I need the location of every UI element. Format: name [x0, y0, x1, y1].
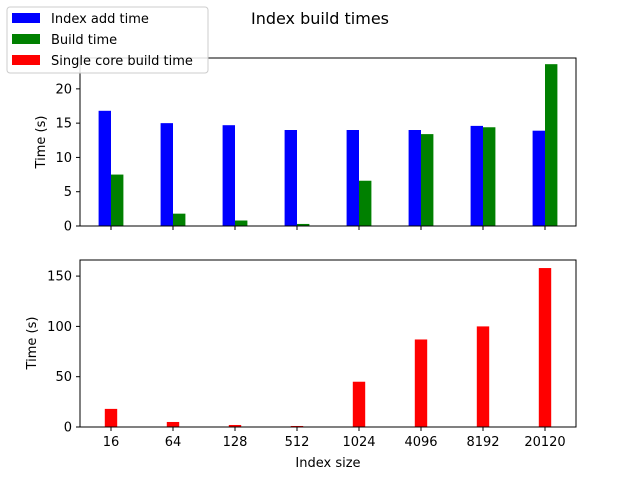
x-tick-label-8192: 8192: [466, 435, 499, 450]
top-chart-x-axis: [110, 226, 546, 230]
legend: Index add time Build time Single core bu…: [6, 6, 209, 74]
x-tick-label-16: 16: [103, 435, 120, 450]
bar-build-time-8192: [483, 127, 496, 226]
x-tick-label-512: 512: [285, 435, 310, 450]
legend-label-build-time: Build time: [51, 33, 117, 48]
x-tick-label-128: 128: [223, 435, 248, 450]
bar-index-add-time-512: [284, 130, 297, 226]
bar-index-add-time-64: [160, 123, 173, 226]
bar-single-core-build-time-64: [166, 421, 180, 427]
bar-build-time-4096: [421, 134, 434, 226]
legend-swatch-index-add-time: [12, 13, 40, 23]
legend-frame: [6, 6, 209, 74]
legend-swatch-single-core-build-time: [12, 55, 40, 65]
bar-index-add-time-4096: [408, 130, 421, 226]
bar-build-time-64: [173, 213, 186, 226]
legend-swatch-build-time: [12, 34, 40, 44]
bar-single-core-build-time-20120: [538, 268, 552, 427]
y-tick-label-10: 10: [55, 151, 72, 166]
bar-index-add-time-1024: [346, 130, 359, 226]
bottom-chart-x-axis: 16 64 128 512 1024 4096 8192 20120: [103, 427, 566, 450]
y-tick-label-20: 20: [55, 82, 72, 97]
bar-index-add-time-8192: [470, 125, 483, 226]
y-tick-label-0: 0: [64, 220, 72, 235]
x-tick-label-64: 64: [165, 435, 182, 450]
bar-build-time-512: [297, 223, 310, 226]
x-tick-label-20120: 20120: [524, 435, 565, 450]
bar-build-time-1024: [359, 180, 372, 226]
bar-single-core-build-time-4096: [414, 339, 428, 427]
top-chart-frame: [79, 57, 577, 227]
y-tick-label-100: 100: [47, 320, 72, 335]
bar-build-time-16: [111, 174, 124, 226]
y-tick-label-5: 5: [64, 185, 72, 200]
top-chart: 0 5 10 15 20 Time (s): [34, 57, 577, 235]
legend-label-single-core-build-time: Single core build time: [51, 54, 193, 69]
bar-single-core-build-time-128: [228, 424, 242, 427]
bar-index-add-time-128: [222, 125, 235, 226]
bottom-chart-y-axis: 0 50 100 150: [47, 270, 80, 436]
bottom-chart: 0 50 100 150 16 64 128 512 1024 4096 8192 20120 Ti…: [25, 259, 577, 471]
x-tick-label-4096: 4096: [404, 435, 437, 450]
y-tick-label-50: 50: [55, 370, 72, 385]
bar-single-core-build-time-1024: [352, 381, 366, 427]
bar-index-add-time-16: [98, 110, 111, 226]
bar-single-core-build-time-8192: [476, 326, 490, 427]
figure-title: Index build times: [251, 9, 389, 28]
bottom-chart-x-label: Index size: [295, 456, 360, 471]
legend-label-index-add-time: Index add time: [51, 12, 149, 27]
y-tick-label-150: 150: [47, 270, 72, 285]
y-tick-label-15: 15: [55, 117, 72, 132]
bar-build-time-20120: [545, 64, 558, 226]
bottom-chart-bars: [104, 268, 552, 427]
top-chart-bars: [98, 64, 558, 226]
y-tick-label-0: 0: [64, 421, 72, 436]
top-chart-y-label: Time (s): [34, 116, 49, 170]
bottom-chart-frame: [79, 259, 577, 428]
bar-single-core-build-time-16: [104, 408, 118, 427]
bar-single-core-build-time-512: [290, 425, 304, 427]
top-chart-y-axis: 0 5 10 15 20: [55, 82, 80, 235]
bottom-chart-y-label: Time (s): [25, 317, 40, 371]
bar-index-add-time-20120: [532, 130, 545, 226]
bar-build-time-128: [235, 220, 248, 226]
x-tick-label-1024: 1024: [342, 435, 375, 450]
